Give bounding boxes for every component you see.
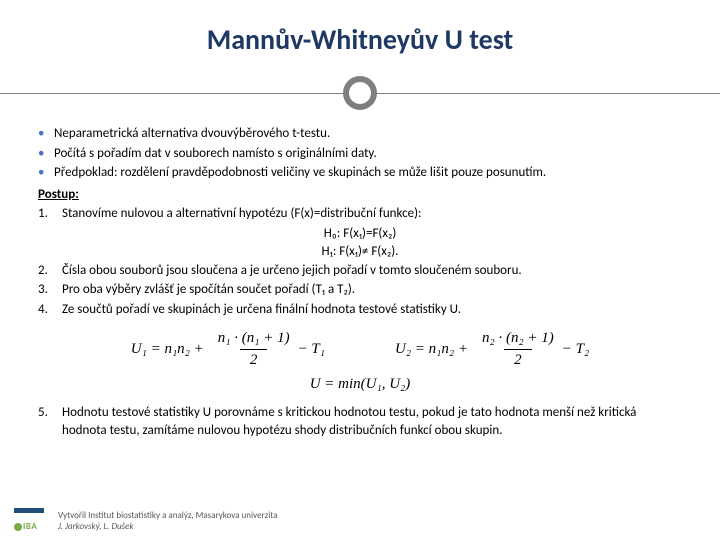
denominator: 2: [240, 349, 268, 370]
item-text: Hodnotu testové statistiky U porovnáme s…: [62, 405, 636, 438]
slide-content: Neparametrická alternativa dvouvýběrovéh…: [0, 115, 720, 439]
item-text: Ze součtů pořadí ve skupinách je určena …: [62, 302, 461, 317]
footer-line1: Vytvořil Institut biostatistiky a analýz…: [58, 510, 720, 521]
item-text: Čísla obou souborů jsou sloučena a je ur…: [62, 263, 522, 278]
slide-title: Mannův-Whitneyův U test: [0, 0, 720, 65]
formula-tail: − T₁: [298, 339, 325, 359]
bullet-item: Předpoklad: rozdělení pravděpodobnosti v…: [38, 164, 682, 182]
item-number: 4.: [38, 301, 58, 319]
fraction: n₁ · (n₁ + 1) 2: [214, 328, 294, 370]
bullet-item: Počítá s pořadím dat v souborech namísto…: [38, 145, 682, 163]
numerator: n₂ · (n₂ + 1): [478, 328, 558, 348]
list-item: 4. Ze součtů pořadí ve skupinách je urče…: [38, 301, 682, 319]
item-number: 5.: [38, 404, 58, 422]
hypothesis-h0: H₀: F(x₁)=F(x₂): [38, 225, 682, 243]
bullet-item: Neparametrická alternativa dvouvýběrovéh…: [38, 125, 682, 143]
list-item: 2. Čísla obou souborů jsou sloučena a je…: [38, 262, 682, 280]
item-number: 2.: [38, 262, 58, 280]
item-text: Pro oba výběry zvlášť je spočítán součet…: [62, 282, 355, 297]
list-item: 1. Stanovíme nulovou a alternativní hypo…: [38, 205, 682, 223]
fraction: n₂ · (n₂ + 1) 2: [478, 328, 558, 370]
formula-tail: − T₂: [562, 339, 589, 359]
footer-text: Vytvořil Institut biostatistiky a analýz…: [0, 510, 720, 533]
denominator: 2: [504, 349, 532, 370]
formula-lhs: U₁ = n₁n₂ +: [131, 339, 204, 359]
divider-circle: [343, 76, 377, 110]
item-number: 1.: [38, 205, 58, 223]
formula-row: U₁ = n₁n₂ + n₁ · (n₁ + 1) 2 − T₁ U₂ = n₁…: [38, 328, 682, 370]
footer-line2: J. Jarkovský, L. Dušek: [58, 521, 720, 532]
numerator: n₁ · (n₁ + 1): [214, 328, 294, 348]
hypothesis-h1: H₁: F(x₁)≠ F(x₂).: [38, 243, 682, 261]
bullet-list: Neparametrická alternativa dvouvýběrovéh…: [38, 125, 682, 182]
ordered-list: 1. Stanovíme nulovou a alternativní hypo…: [38, 205, 682, 318]
procedure-heading: Postup:: [38, 186, 682, 204]
formula-u2: U₂ = n₁n₂ + n₂ · (n₂ + 1) 2 − T₂: [395, 328, 589, 370]
title-divider: [0, 71, 720, 115]
formula-u-min: U = min(U₁, U₂): [38, 374, 682, 394]
item-number: 3.: [38, 281, 58, 299]
formula-u1: U₁ = n₁n₂ + n₁ · (n₁ + 1) 2 − T₁: [131, 328, 325, 370]
list-item: 3. Pro oba výběry zvlášť je spočítán sou…: [38, 281, 682, 299]
ordered-list-cont: 5. Hodnotu testové statistiky U porovnám…: [38, 404, 682, 439]
list-item: 5. Hodnotu testové statistiky U porovnám…: [38, 404, 682, 439]
formula-lhs: U₂ = n₁n₂ +: [395, 339, 468, 359]
item-text: Stanovíme nulovou a alternativní hypotéz…: [62, 206, 422, 221]
